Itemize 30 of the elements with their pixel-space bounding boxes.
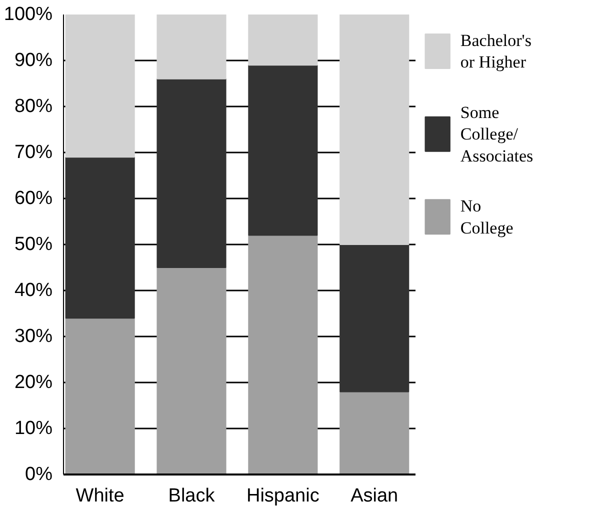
bar: [340, 14, 410, 245]
legend-label: Some College/Associates: [460, 102, 534, 166]
y-tick-label: 60%: [14, 188, 53, 209]
bar: [340, 244, 410, 392]
y-tick-label: 70%: [14, 142, 53, 163]
bar: [65, 14, 135, 158]
y-tick-label: 0%: [25, 464, 53, 485]
legend-label: No College: [460, 196, 514, 238]
bar: [248, 64, 318, 236]
bar: [156, 14, 226, 80]
bar: [65, 318, 135, 474]
y-tick-label: 40%: [14, 280, 53, 301]
x-tick-label: Asian: [350, 486, 398, 506]
bar: [340, 391, 410, 474]
bar: [248, 14, 318, 66]
x-tick-label: Black: [168, 486, 216, 506]
bar: [248, 234, 318, 474]
y-tick-label: 50%: [14, 234, 53, 255]
y-tick-label: 90%: [14, 50, 53, 71]
bar: [156, 267, 226, 474]
y-tick-label: 80%: [14, 96, 53, 117]
y-tick-label: 20%: [14, 372, 53, 393]
bar: [156, 78, 226, 268]
y-tick-label: 10%: [14, 418, 53, 439]
legend-label: Bachelor's or Higher: [460, 30, 532, 72]
y-tick-label: 100%: [4, 4, 53, 25]
x-tick-label: White: [76, 486, 124, 506]
x-tick-label: Hispanic: [246, 486, 320, 506]
y-tick-label: 30%: [14, 326, 53, 347]
bar: [65, 156, 135, 319]
